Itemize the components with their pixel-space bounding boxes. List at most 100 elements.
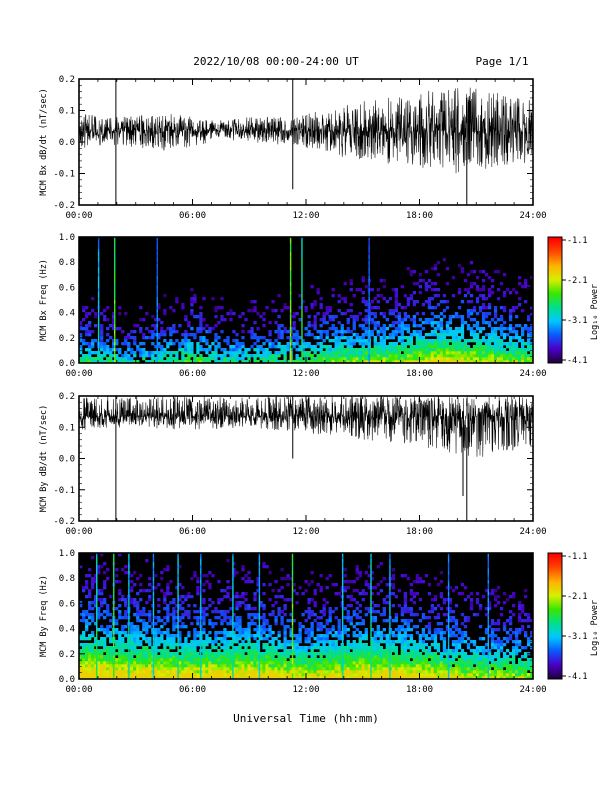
- spectrogram-cell: [313, 643, 317, 647]
- spectrogram-cell: [139, 643, 143, 647]
- spectrogram-cell: [313, 619, 317, 623]
- spectrogram-cell: [403, 294, 408, 298]
- spectrogram-cell: [187, 324, 191, 328]
- spectrogram-cell: [334, 664, 338, 668]
- spectrogram-cell: [241, 658, 245, 662]
- colorbar-segment: [548, 335, 562, 339]
- spectrogram-cell: [175, 670, 179, 674]
- spectrogram-cell: [253, 670, 257, 674]
- spectrogram-cell: [382, 342, 386, 346]
- spectrogram-cell: [253, 336, 257, 340]
- spectrogram-cell: [346, 670, 350, 674]
- spectrogram-cell: [214, 646, 218, 650]
- spectrogram-cell: [268, 342, 272, 346]
- spectrogram-cell: [496, 342, 501, 346]
- spectrogram-cell: [169, 661, 173, 665]
- spectrogram-cell: [421, 342, 426, 346]
- spectrogram-cell: [88, 646, 92, 650]
- spectrogram-cell: [241, 655, 245, 659]
- spectrogram-cell: [520, 342, 525, 346]
- spectrogram-cell: [364, 664, 368, 668]
- spectrogram-cell: [373, 673, 377, 677]
- spectrogram-cell: [235, 661, 239, 665]
- spectrogram-cell: [388, 360, 392, 364]
- panels: 00:00 06:00 12:00 18:00 24:00-0.2-0.10.00.10…: [39, 75, 600, 695]
- spectrogram-cell: [97, 571, 101, 575]
- spectrogram-cell: [298, 637, 302, 641]
- spectrogram-cell: [472, 348, 477, 352]
- spectrogram-line: [156, 246, 158, 250]
- spectrogram-cell: [157, 619, 161, 623]
- spectrogram-cell: [235, 354, 239, 358]
- spectrogram-line: [289, 237, 292, 241]
- spectrogram-line: [301, 327, 303, 331]
- spectrogram-cell: [217, 360, 221, 364]
- spectrogram-cell: [211, 354, 215, 358]
- spectrogram-cell: [262, 646, 266, 650]
- spectrogram-cell: [130, 640, 134, 644]
- spectrogram-cell: [118, 616, 122, 620]
- spectrogram-line: [301, 255, 303, 259]
- spectrogram-cell: [337, 655, 341, 659]
- spectrogram-cell: [103, 637, 107, 641]
- spectrogram-cell: [445, 348, 450, 352]
- spectrogram-line: [368, 261, 370, 265]
- spectrogram-cell: [223, 637, 227, 641]
- spectrogram-cell: [124, 673, 128, 677]
- spectrogram-cell: [118, 640, 122, 644]
- spectrogram-cell: [241, 631, 245, 635]
- spectrogram-cell: [247, 616, 251, 620]
- spectrogram-line: [368, 297, 370, 301]
- spectrogram-cell: [235, 339, 239, 343]
- spectrogram-cell: [367, 667, 371, 671]
- spectrogram-cell: [325, 673, 329, 677]
- spectrogram-cell: [277, 351, 281, 355]
- spectrogram-cell: [439, 607, 444, 611]
- spectrogram-cell: [376, 625, 380, 629]
- spectrogram-cell: [466, 273, 471, 277]
- spectrogram-cell: [346, 610, 350, 614]
- spectrogram-cell: [85, 342, 89, 346]
- spectrogram-cell: [331, 640, 335, 644]
- spectrogram-cell: [142, 613, 146, 617]
- spectrogram-cell: [268, 673, 272, 677]
- spectrogram-cell: [235, 634, 239, 638]
- spectrogram-cell: [118, 673, 122, 677]
- spectrogram-cell: [478, 342, 483, 346]
- spectrogram-line: [289, 312, 292, 316]
- spectrogram-cell: [235, 619, 239, 623]
- spectrogram-cell: [445, 330, 450, 334]
- spectrogram-cell: [247, 622, 251, 626]
- spectrogram-cell: [394, 613, 399, 617]
- spectrogram-cell: [361, 318, 365, 322]
- spectrogram-cell: [448, 318, 453, 322]
- spectrogram-cell: [364, 649, 368, 653]
- spectrogram-line: [97, 255, 100, 259]
- spectrogram-cell: [124, 661, 128, 665]
- spectrogram-cell: [436, 643, 441, 647]
- spectrogram-cell: [217, 667, 221, 671]
- spectrogram-cell: [205, 607, 209, 611]
- spectrogram-cell: [115, 652, 119, 656]
- spectrogram-line: [97, 354, 100, 358]
- spectrogram-cell: [142, 664, 146, 668]
- spectrogram-cell: [469, 261, 474, 265]
- spectrogram-cell: [244, 655, 248, 659]
- spectrogram-cell: [484, 351, 489, 355]
- spectrogram-cell: [88, 357, 92, 361]
- spectrogram-cell: [298, 628, 302, 632]
- spectrogram-cell: [499, 342, 504, 346]
- spectrogram-cell: [307, 351, 311, 355]
- spectrogram-cell: [412, 580, 417, 584]
- spectrogram-cell: [334, 345, 338, 349]
- spectrogram-cell: [160, 619, 164, 623]
- spectrogram-cell: [349, 664, 353, 668]
- spectrogram-line: [97, 312, 100, 316]
- spectrogram-line: [97, 288, 100, 292]
- spectrogram-cell: [109, 640, 113, 644]
- spectrogram-cell: [325, 351, 329, 355]
- spectrogram-cell: [343, 616, 347, 620]
- spectrogram-cell: [298, 655, 302, 659]
- spectrogram-cell: [331, 676, 335, 680]
